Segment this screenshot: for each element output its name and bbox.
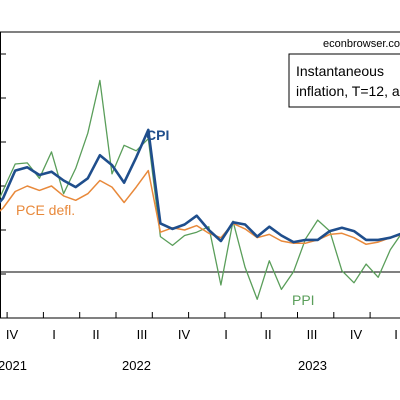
pce-line: [0, 169, 400, 246]
legend-box-frame: [288, 53, 400, 108]
x-tick-label: II: [92, 327, 99, 342]
plot-frame: [0, 31, 400, 319]
x-tick-label: IV: [6, 327, 19, 342]
legend-box: Instantaneous inflation, T=12, a: [288, 53, 400, 108]
ppi-label: PPI: [292, 292, 315, 308]
x-axis-ticks: IV I II III IV I II III IV I: [6, 312, 398, 342]
x-tick-label: III: [307, 327, 318, 342]
pce-label: PCE defl.: [16, 202, 75, 218]
year-label-2022: 2022: [122, 358, 151, 373]
legend-box-line1: Instantaneous: [296, 63, 384, 79]
x-tick-label: IV: [350, 327, 363, 342]
x-tick-label: IV: [178, 327, 191, 342]
year-label-2021: 2021: [0, 358, 27, 373]
y-axis-ticks: [0, 53, 6, 275]
ppi-line: [0, 79, 400, 300]
x-tick-label: I: [394, 327, 398, 342]
x-tick-label: III: [137, 327, 148, 342]
x-tick-label: II: [264, 327, 271, 342]
source-note: econbrowser.com: [323, 38, 400, 50]
x-tick-label: I: [224, 327, 228, 342]
cpi-label: CPI: [146, 127, 169, 143]
year-label-2023: 2023: [298, 358, 327, 373]
x-tick-label: I: [52, 327, 56, 342]
cpi-line: [0, 128, 400, 244]
legend-box-line2: inflation, T=12, a: [296, 83, 400, 99]
series-layer: [0, 79, 400, 300]
